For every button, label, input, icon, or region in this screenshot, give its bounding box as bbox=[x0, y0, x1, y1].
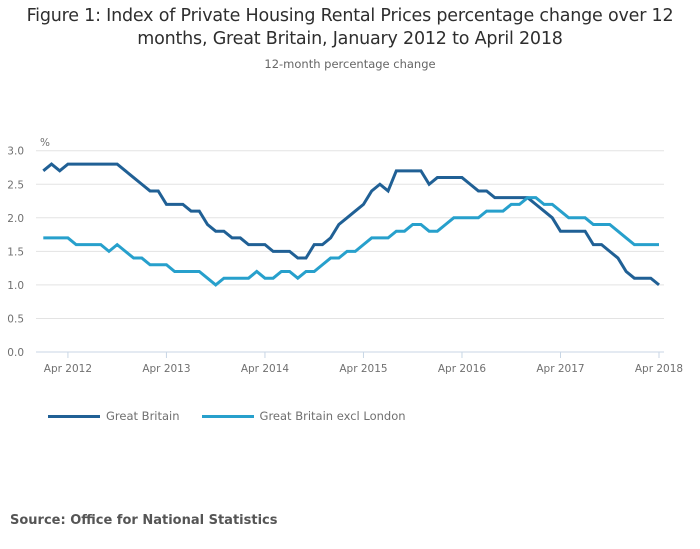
chart-title-line-2: months, Great Britain, January 2012 to A… bbox=[137, 29, 563, 49]
chart-subtitle: 12-month percentage change bbox=[264, 57, 436, 71]
line-chart: 0.0 0.5 1.0 1.5 2.0 2.5 3.0 % Apr 2012 Apr 2013… bbox=[7, 137, 683, 375]
y-tick-label: 2.5 bbox=[7, 179, 24, 191]
legend-swatch-great-britain bbox=[48, 414, 100, 418]
legend-swatch-great-britain-excl-london bbox=[201, 414, 254, 418]
chart-title: Figure 1: Index of Private Housing Renta… bbox=[0, 5, 700, 51]
legend: Great Britain Great Britain excl London bbox=[48, 409, 428, 423]
y-tick-label: 3.0 bbox=[7, 146, 24, 158]
y-tick-label: 0.5 bbox=[7, 313, 24, 325]
x-axis: Apr 2012 Apr 2013 Apr 2014 Apr 2015 Apr 2016… bbox=[44, 352, 683, 375]
x-tick-label: Apr 2013 bbox=[142, 363, 190, 375]
chart-title-line-1: Figure 1: Index of Private Housing Renta… bbox=[26, 6, 674, 26]
y-axis: 0.0 0.5 1.0 1.5 2.0 2.5 3.0 bbox=[7, 146, 24, 359]
series-line-great-britain-excl-london bbox=[43, 196, 659, 287]
x-tick-label: Apr 2014 bbox=[241, 363, 290, 375]
source-note: Source: Office for National Statistics bbox=[10, 513, 278, 528]
legend-label-great-britain-excl-london: Great Britain excl London bbox=[259, 409, 406, 423]
series-lines bbox=[42, 162, 660, 287]
x-tick-label: Apr 2012 bbox=[44, 363, 92, 375]
y-tick-label: 1.5 bbox=[7, 246, 24, 258]
y-axis-unit-label: % bbox=[40, 137, 50, 149]
x-tick-label: Apr 2015 bbox=[339, 363, 387, 375]
y-tick-label: 2.0 bbox=[7, 213, 24, 225]
series-line-great-britain bbox=[42, 162, 660, 287]
legend-label-great-britain: Great Britain bbox=[106, 409, 180, 423]
x-tick-label: Apr 2018 bbox=[635, 363, 683, 375]
x-tick-label: Apr 2016 bbox=[438, 363, 487, 375]
y-tick-label: 0.0 bbox=[7, 347, 24, 359]
legend-item-great-britain[interactable]: Great Britain bbox=[48, 409, 180, 423]
y-tick-label: 1.0 bbox=[7, 280, 24, 292]
legend-item-great-britain-excl-london[interactable]: Great Britain excl London bbox=[201, 409, 406, 423]
x-tick-label: Apr 2017 bbox=[536, 363, 584, 375]
